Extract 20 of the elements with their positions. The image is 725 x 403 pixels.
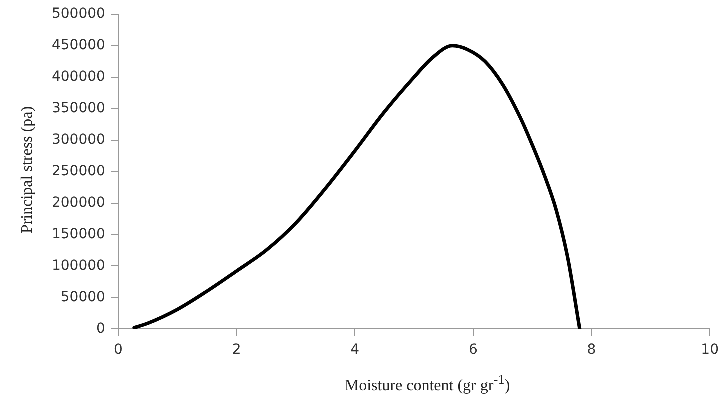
y-tick-label: 150000 xyxy=(52,226,106,242)
x-axis-title: Moisture content (gr gr$^{-1}$) xyxy=(344,372,512,396)
x-tick-label: 0 xyxy=(114,342,123,358)
x-tick-label: 2 xyxy=(232,342,242,358)
y-tick-label: 50000 xyxy=(60,289,106,306)
y-tick-label: 200000 xyxy=(52,194,106,211)
x-tick-label: 8 xyxy=(587,342,596,358)
y-tick-label: 400000 xyxy=(52,69,106,85)
y-tick-label: 450000 xyxy=(52,38,106,54)
y-tick-label: 500000 xyxy=(52,6,106,22)
line-series xyxy=(132,44,582,330)
y-tick-label: 100000 xyxy=(52,258,106,274)
y-tick-label: 250000 xyxy=(52,163,106,180)
y-axis-title: Principal stress (pa) xyxy=(19,106,37,234)
y-tick-label: 350000 xyxy=(52,100,106,116)
y-tick-label: 0 xyxy=(96,320,106,337)
x-tick-label: 4 xyxy=(350,342,360,358)
x-tick-label: 10 xyxy=(701,342,720,358)
x-tick-label: 6 xyxy=(468,342,478,358)
y-tick-label: 300000 xyxy=(52,132,106,148)
